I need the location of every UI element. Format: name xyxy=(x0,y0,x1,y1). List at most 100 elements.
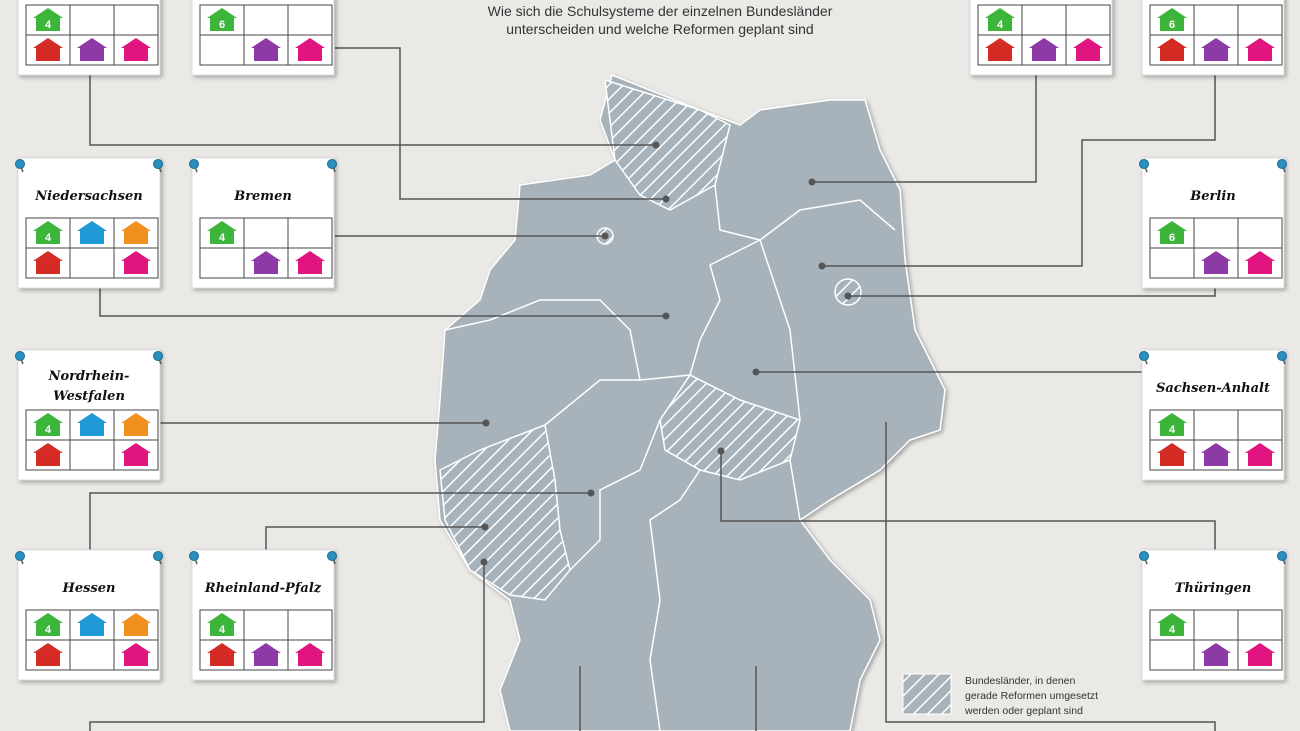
pin xyxy=(1139,551,1149,561)
connector-line xyxy=(885,422,1216,731)
hatched-state xyxy=(659,374,801,481)
card-title: Westfalen xyxy=(53,389,125,404)
card-paper xyxy=(17,0,161,76)
house-number: 6 xyxy=(1169,19,1175,31)
school-house xyxy=(1245,443,1275,466)
school-house xyxy=(1201,643,1231,666)
card: 4 xyxy=(969,0,1113,76)
card: Hessen 4 xyxy=(15,549,163,681)
pin xyxy=(1139,351,1149,361)
connector-dot xyxy=(481,523,489,531)
school-house xyxy=(1029,38,1059,61)
connector-line xyxy=(89,75,656,146)
school-house xyxy=(121,643,151,666)
school-house xyxy=(207,613,237,636)
pin xyxy=(1277,351,1287,361)
school-house xyxy=(251,38,281,61)
school-house xyxy=(33,221,63,244)
pin xyxy=(15,551,25,561)
school-house xyxy=(77,221,107,244)
pin xyxy=(1277,159,1287,169)
hatched-state xyxy=(834,278,862,306)
card-title: Hessen xyxy=(62,581,116,596)
school-house xyxy=(33,251,63,274)
school-house xyxy=(1201,38,1231,61)
school-house xyxy=(295,38,325,61)
house-number: 4 xyxy=(219,232,226,244)
card-title: Sachsen-Anhalt xyxy=(1156,381,1270,396)
school-house xyxy=(295,251,325,274)
school-house xyxy=(121,221,151,244)
school-house xyxy=(1157,221,1187,244)
connector-dot xyxy=(480,558,488,566)
pin xyxy=(15,351,25,361)
pin xyxy=(189,551,199,561)
card-title: Niedersachsen xyxy=(34,189,142,204)
school-house xyxy=(1201,251,1231,274)
connector-dot xyxy=(844,292,852,300)
legend-swatch xyxy=(902,673,952,715)
school-house xyxy=(33,443,63,466)
school-house xyxy=(985,38,1015,61)
school-house xyxy=(295,643,325,666)
legend-text: gerade Reformen umgesetzt xyxy=(965,690,1098,702)
card: Nordrhein- Westfalen 4 xyxy=(15,349,163,481)
card: Niedersachsen 4 xyxy=(15,157,163,289)
connector-line xyxy=(848,288,1216,297)
card: Thüringen 4 xyxy=(1139,549,1287,681)
school-house xyxy=(33,8,63,31)
school-house xyxy=(1073,38,1103,61)
house-number: 6 xyxy=(219,19,225,31)
connector-dot xyxy=(601,232,609,240)
school-house xyxy=(1157,413,1187,436)
legend-text: werden oder geplant sind xyxy=(964,705,1083,717)
connector-dot xyxy=(818,262,826,270)
school-house xyxy=(1157,443,1187,466)
connector-line xyxy=(89,492,591,550)
pin xyxy=(153,159,163,169)
connector-dot xyxy=(717,447,725,455)
connector-dot xyxy=(662,312,670,320)
connector-dot xyxy=(587,489,595,497)
connectors xyxy=(89,47,1216,731)
school-house xyxy=(251,643,281,666)
legend: Bundesländer, in denen gerade Reformen u… xyxy=(902,673,1098,717)
subtitle-line: unterscheiden und welche Reformen geplan… xyxy=(506,21,813,37)
school-house xyxy=(207,643,237,666)
connector-line xyxy=(720,451,1216,550)
house-number: 4 xyxy=(219,624,226,636)
card-title: Thüringen xyxy=(1175,581,1252,596)
connector-dot xyxy=(652,141,660,149)
card-title: Berlin xyxy=(1189,189,1235,204)
house-number: 6 xyxy=(1169,232,1175,244)
card-title: Bremen xyxy=(233,189,292,204)
pin xyxy=(327,159,337,169)
house-number: 4 xyxy=(45,232,52,244)
school-house xyxy=(121,443,151,466)
school-house xyxy=(1201,443,1231,466)
school-house xyxy=(77,413,107,436)
card: Sachsen-Anhalt 4 xyxy=(1139,349,1287,481)
pin xyxy=(189,159,199,169)
legend-text: Bundesländer, in denen xyxy=(965,675,1076,687)
school-house xyxy=(33,613,63,636)
card: Bremen 4 xyxy=(189,157,337,289)
connector-line xyxy=(335,47,666,200)
hatched-state xyxy=(604,78,731,211)
school-house xyxy=(207,221,237,244)
house-number: 4 xyxy=(997,19,1004,31)
house-number: 4 xyxy=(1169,624,1176,636)
state-borders xyxy=(444,184,896,731)
subtitle-line: Wie sich die Schulsysteme der einzelnen … xyxy=(488,3,833,19)
card-title: Rheinland-Pfalz xyxy=(204,581,322,596)
card-title: Nordrhein- xyxy=(48,369,130,384)
school-house xyxy=(985,8,1015,31)
card: 6 xyxy=(1141,0,1285,76)
school-house xyxy=(1157,38,1187,61)
pin xyxy=(1277,551,1287,561)
school-house xyxy=(33,643,63,666)
reform-states xyxy=(439,78,862,601)
school-house xyxy=(77,613,107,636)
